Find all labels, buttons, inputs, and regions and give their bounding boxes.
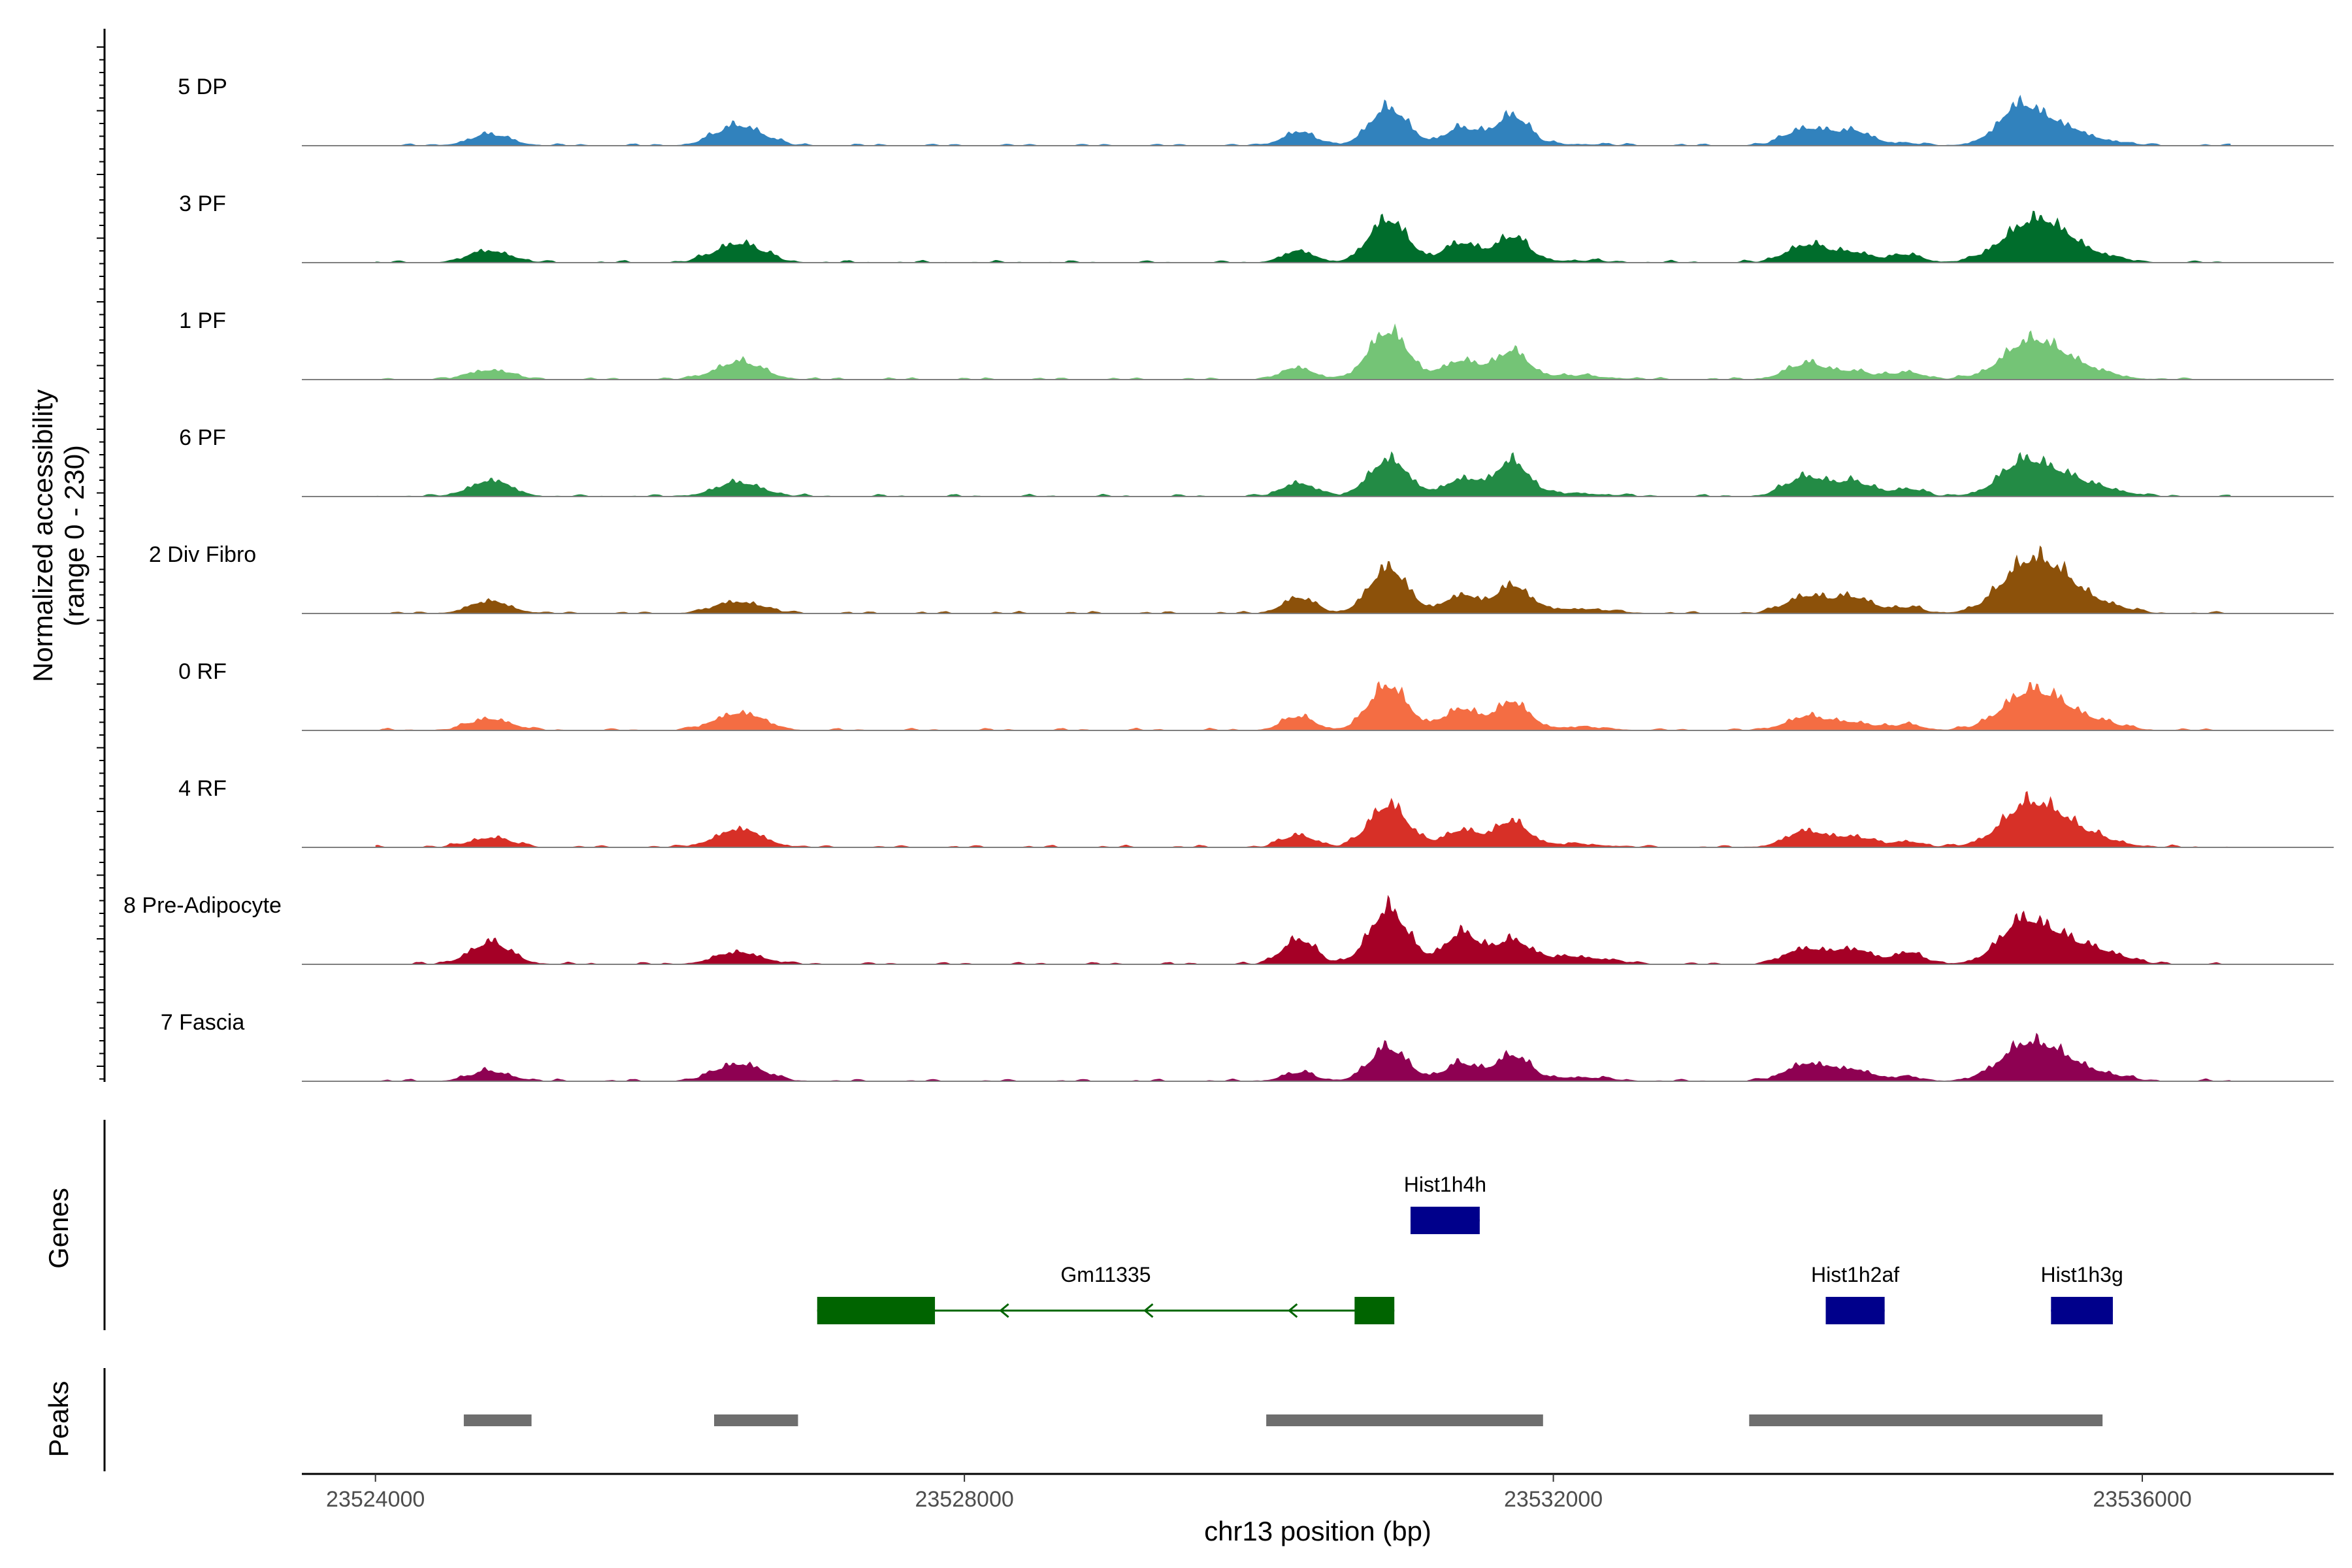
x-tick-label: 23536000	[2093, 1487, 2191, 1512]
x-tick-label: 23528000	[915, 1487, 1013, 1512]
track-2: 3 PF	[179, 191, 2334, 263]
gene-gm11335: Gm11335	[817, 1263, 1395, 1324]
coverage-area	[375, 95, 2231, 146]
track-4: 6 PF	[179, 425, 2334, 497]
peak-region	[1749, 1414, 2103, 1426]
gene-exon	[2051, 1297, 2113, 1324]
track-1: 5 DP	[178, 74, 2334, 146]
y-axis-ticks	[97, 46, 105, 1080]
gene-hist1h4h: Hist1h4h	[1404, 1173, 1486, 1234]
coverage-area	[375, 545, 2231, 613]
track-label: 8 Pre-Adipocyte	[123, 893, 282, 918]
track-label: 4 RF	[178, 776, 227, 801]
track-label: 1 PF	[179, 308, 226, 333]
peak-region	[463, 1414, 532, 1426]
strand-arrow	[1143, 1303, 1154, 1318]
y-axis-title-line1: Normalized accessibility	[27, 389, 58, 682]
track-label: 7 Fascia	[161, 1010, 245, 1035]
track-7: 4 RF	[178, 776, 2334, 848]
gene-label: Hist1h4h	[1404, 1173, 1486, 1196]
coverage-tracks: 5 DP 3 PF 1 PF 6 PF 2 Div Fibro 0 RF 4 RF 8 Pre…	[123, 74, 2334, 1082]
coverage-area	[375, 210, 2231, 263]
coverage-area	[375, 791, 2231, 847]
gene-exon	[1825, 1297, 1885, 1324]
track-8: 8 Pre-Adipocyte	[123, 893, 2334, 965]
y-axis-title: Normalized accessibility (range 0 - 230)	[27, 389, 90, 682]
coverage-area	[375, 323, 2231, 380]
track-label: 6 PF	[179, 425, 226, 450]
gene-label: Gm11335	[1060, 1263, 1151, 1286]
coverage-area	[375, 451, 2231, 497]
peak-region	[714, 1414, 798, 1426]
x-tick-label: 23524000	[326, 1487, 425, 1512]
peaks-panel-title: Peaks	[43, 1381, 74, 1458]
track-5: 2 Div Fibro	[149, 542, 2334, 614]
coverage-area	[375, 894, 2231, 964]
track-label: 2 Div Fibro	[149, 542, 256, 567]
y-axis-title-line2: (range 0 - 230)	[59, 445, 90, 627]
gene-exon	[1354, 1297, 1395, 1324]
peak-regions	[463, 1414, 2103, 1426]
gene-hist1h2af: Hist1h2af	[1811, 1263, 1899, 1324]
track-label: 0 RF	[178, 659, 227, 684]
strand-arrow	[1287, 1303, 1298, 1318]
x-axis-ticks: 23524000 23528000 23532000 23536000	[326, 1474, 2192, 1512]
gene-label: Hist1h3g	[2040, 1263, 2123, 1286]
gene-label: Hist1h2af	[1811, 1263, 1899, 1286]
gene-hist1h3g: Hist1h3g	[2040, 1263, 2123, 1324]
x-tick-label: 23532000	[1504, 1487, 1603, 1512]
gene-exon	[817, 1297, 936, 1324]
gene-exon	[1410, 1207, 1480, 1234]
track-label: 3 PF	[179, 191, 226, 216]
coverage-area	[375, 681, 2231, 730]
x-axis-title: chr13 position (bp)	[1204, 1516, 1431, 1546]
gene-annotations: Hist1h4h Gm11335 Hist1h2af Hist1h3g	[817, 1173, 2123, 1324]
peak-region	[1266, 1414, 1543, 1426]
track-3: 1 PF	[179, 308, 2334, 380]
track-6: 0 RF	[178, 659, 2334, 731]
coverage-area	[375, 1032, 2231, 1081]
genes-panel-title: Genes	[43, 1188, 74, 1269]
strand-arrow	[999, 1303, 1009, 1318]
track-9: 7 Fascia	[161, 1010, 2334, 1082]
track-label: 5 DP	[178, 74, 227, 99]
